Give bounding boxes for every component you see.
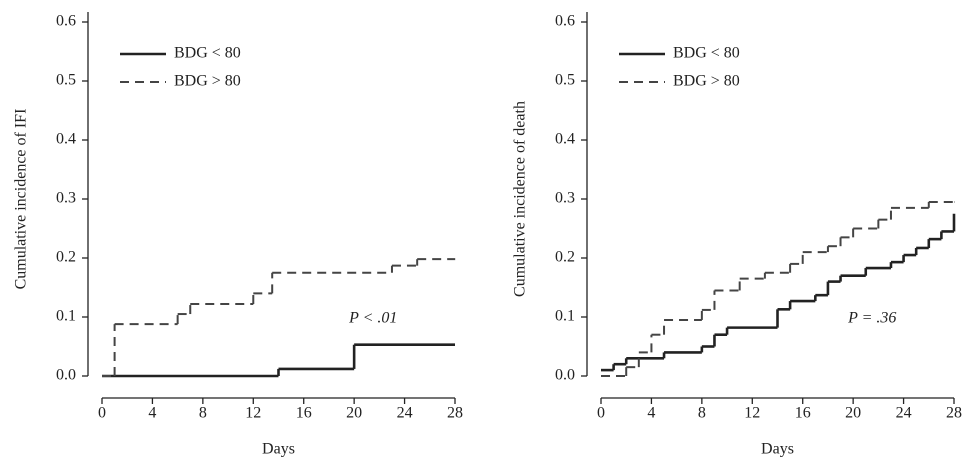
y-tick-label: 0.3 — [555, 190, 575, 207]
x-tick-label: 28 — [447, 405, 463, 422]
y-tick-label: 0.4 — [56, 131, 76, 148]
legend-label: BDG > 80 — [174, 73, 241, 90]
y-tick-label: 0.5 — [56, 72, 76, 89]
legend-label: BDG < 80 — [673, 45, 740, 62]
y-tick-label: 0.6 — [56, 13, 76, 30]
x-axis-label: Days — [761, 441, 794, 458]
y-tick-label: 0.1 — [56, 308, 76, 325]
x-tick-label: 0 — [98, 405, 106, 422]
x-tick-label: 16 — [795, 405, 811, 422]
x-tick-label: 0 — [597, 405, 605, 422]
x-tick-label: 12 — [245, 405, 261, 422]
x-tick-label: 8 — [199, 405, 207, 422]
y-tick-label: 0.5 — [555, 72, 575, 89]
x-tick-label: 24 — [397, 405, 413, 422]
legend-label: BDG < 80 — [174, 45, 241, 62]
y-tick-label: 0.4 — [555, 131, 575, 148]
y-tick-label: 0.0 — [56, 367, 76, 384]
annotation: P = .36 — [847, 310, 896, 327]
y-tick-label: 0.3 — [56, 190, 76, 207]
y-tick-label: 0.2 — [56, 249, 76, 266]
y-tick-label: 0.0 — [555, 367, 575, 384]
annotation: P < .01 — [348, 310, 397, 327]
y-tick-label: 0.2 — [555, 249, 575, 266]
legend-label: BDG > 80 — [673, 73, 740, 90]
x-tick-label: 24 — [896, 405, 912, 422]
x-tick-label: 12 — [744, 405, 760, 422]
y-axis-label: Cumulative incidence of death — [512, 101, 529, 297]
y-axis-label: Cumulative incidence of IFI — [13, 109, 30, 290]
x-axis-label: Days — [262, 441, 295, 458]
x-tick-label: 28 — [946, 405, 962, 422]
x-tick-label: 20 — [346, 405, 362, 422]
y-tick-label: 0.1 — [555, 308, 575, 325]
y-tick-label: 0.6 — [555, 13, 575, 30]
x-tick-label: 20 — [845, 405, 861, 422]
x-tick-label: 16 — [296, 405, 312, 422]
x-tick-label: 4 — [647, 405, 655, 422]
x-tick-label: 8 — [698, 405, 706, 422]
x-tick-label: 4 — [148, 405, 156, 422]
